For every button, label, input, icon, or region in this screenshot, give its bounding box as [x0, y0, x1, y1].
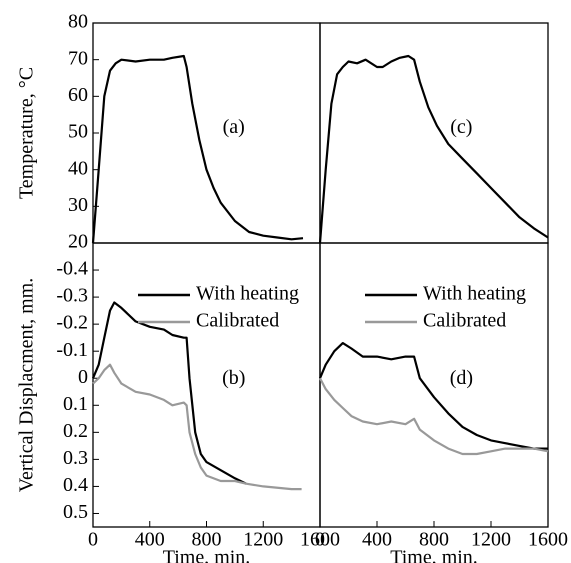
- plot-frame: [92, 22, 321, 244]
- data-line: [318, 342, 548, 450]
- data-line: [318, 54, 549, 244]
- y-tick-label: 0.3: [63, 447, 88, 469]
- x-axis-label: Time, min.: [163, 547, 251, 563]
- panel-label: (c): [450, 116, 472, 138]
- data-line: [91, 301, 247, 485]
- x-tick-label: 1200: [243, 529, 283, 551]
- legend-label: Calibrated: [423, 310, 506, 332]
- data-line: [319, 377, 549, 456]
- y-tick-label: 20: [68, 231, 88, 253]
- y-tick-label: 60: [68, 84, 88, 106]
- y-tick-label: 70: [68, 47, 88, 69]
- y-tick-label: 0.1: [63, 393, 88, 415]
- x-tick-label: 1200: [471, 529, 511, 551]
- y-tick-label: -0.2: [56, 312, 88, 334]
- data-line: [91, 54, 304, 244]
- y-tick-label: 0: [78, 366, 88, 388]
- y-tick-label: 50: [68, 121, 88, 143]
- y-tick-label: -0.4: [56, 258, 88, 280]
- legend-label: With heating: [196, 283, 299, 305]
- x-tick-label: 0: [315, 529, 325, 551]
- x-tick-label: 1600: [528, 529, 568, 551]
- y-axis-label: Temperature, °C: [16, 67, 38, 199]
- x-tick-label: 0: [88, 529, 98, 551]
- y-tick-label: -0.3: [56, 285, 88, 307]
- legend-label: With heating: [423, 283, 526, 305]
- legend-label: Calibrated: [196, 310, 279, 332]
- y-tick-label: 0.5: [63, 501, 88, 523]
- x-tick-label: 800: [419, 529, 449, 551]
- x-tick-label: 400: [362, 529, 392, 551]
- x-axis-label: Time, min.: [390, 547, 478, 563]
- panel-label: (d): [450, 367, 473, 389]
- x-tick-label: 800: [192, 529, 222, 551]
- y-tick-label: 0.2: [63, 420, 88, 442]
- y-tick-label: -0.1: [56, 339, 88, 361]
- panel-label: (a): [223, 116, 245, 138]
- data-line: [92, 363, 302, 491]
- y-tick-label: 40: [68, 157, 88, 179]
- y-tick-label: 80: [68, 11, 88, 33]
- y-tick-label: 0.4: [63, 474, 88, 496]
- y-axis-label: Vertical Displacment, mm.: [16, 278, 38, 492]
- y-tick-label: 30: [68, 194, 88, 216]
- x-tick-label: 400: [135, 529, 165, 551]
- panel-label: (b): [222, 367, 245, 389]
- x-tick-label: 1600: [300, 529, 340, 551]
